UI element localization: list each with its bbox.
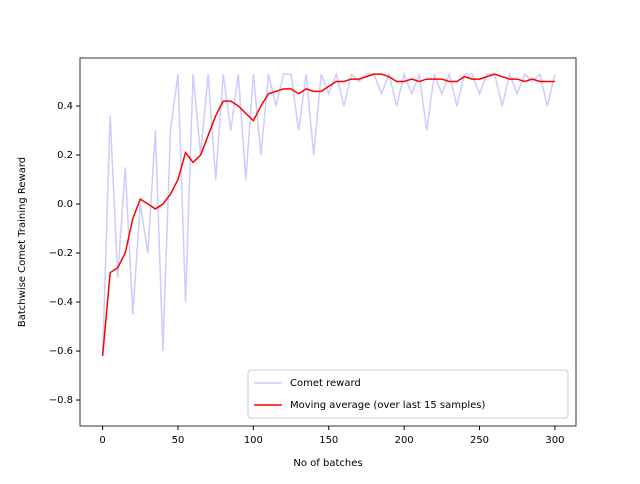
plot-frame (79, 57, 577, 427)
x-axis-label: No of batches (293, 458, 362, 469)
x-tick-label: 100 (244, 435, 263, 446)
series-line (101, 73, 555, 356)
x-tick-label: 200 (395, 435, 414, 446)
y-tick-label: −0.4 (49, 297, 73, 308)
legend-box (247, 369, 569, 419)
x-tick-label: 150 (319, 435, 338, 446)
series-line (101, 71, 556, 356)
legend-label: Comet reward (290, 378, 361, 389)
y-tick-label: 0.0 (57, 199, 73, 210)
legend-label: Moving average (over last 15 samples) (290, 400, 485, 411)
x-tick-label: 0 (99, 435, 105, 446)
x-tick-label: 300 (545, 435, 564, 446)
y-tick-label: 0.4 (57, 101, 73, 112)
y-tick-label: −0.6 (49, 346, 73, 357)
y-tick-label: 0.2 (57, 150, 73, 161)
x-tick-label: 50 (172, 435, 185, 446)
y-tick-label: −0.8 (49, 395, 73, 406)
y-axis-label: Batchwise Comet Training Reward (17, 157, 28, 327)
x-tick-label: 250 (470, 435, 489, 446)
y-tick-label: −0.2 (49, 248, 73, 259)
